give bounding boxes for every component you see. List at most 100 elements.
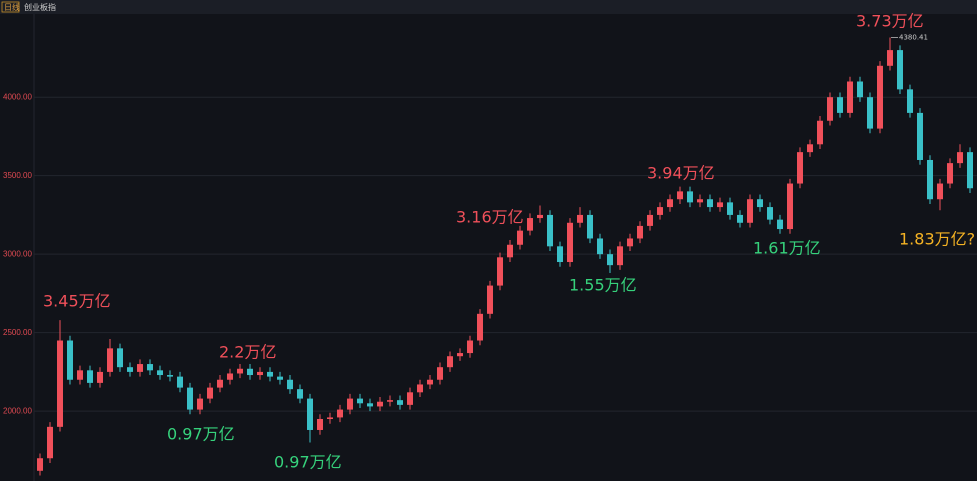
candle-body bbox=[727, 202, 733, 215]
candle-body bbox=[187, 387, 193, 410]
candle-body bbox=[787, 183, 793, 230]
candle-body bbox=[417, 384, 423, 393]
candle-body bbox=[617, 246, 623, 266]
volume-annotation: 0.97万亿 bbox=[274, 453, 342, 472]
volume-annotation: 0.97万亿 bbox=[167, 425, 235, 444]
candle-body bbox=[817, 120, 823, 145]
candle-body bbox=[717, 202, 723, 208]
volume-annotation: 1.83万亿? bbox=[899, 230, 975, 249]
candle-body bbox=[137, 364, 143, 372]
candle-body bbox=[527, 218, 533, 231]
candle-body bbox=[557, 246, 563, 263]
candle-body bbox=[967, 152, 973, 189]
candle-body bbox=[47, 426, 53, 459]
candle-body bbox=[57, 340, 63, 427]
candle-body bbox=[197, 398, 203, 410]
header-bar bbox=[0, 0, 977, 14]
candle-body bbox=[237, 368, 243, 374]
candle-body bbox=[117, 348, 123, 368]
candle-body bbox=[587, 214, 593, 239]
candle-body bbox=[297, 389, 303, 399]
candle-body bbox=[67, 340, 73, 380]
candle-body bbox=[757, 199, 763, 208]
candle-body bbox=[507, 244, 513, 258]
candle-body bbox=[517, 230, 523, 245]
candle-body bbox=[747, 199, 753, 223]
candle-body bbox=[807, 144, 813, 153]
candle-body bbox=[207, 387, 213, 399]
candle-body bbox=[307, 398, 313, 430]
candle-body bbox=[547, 214, 553, 247]
candle-body bbox=[37, 458, 43, 471]
volume-annotation: 2.2万亿 bbox=[219, 343, 276, 362]
candle-body bbox=[337, 409, 343, 418]
candle-body bbox=[957, 152, 963, 164]
candle-body bbox=[847, 81, 853, 113]
candle-body bbox=[657, 207, 663, 215]
candle-body bbox=[227, 373, 233, 380]
candle-body bbox=[437, 367, 443, 380]
candle-body bbox=[797, 152, 803, 184]
period-label: 日线 bbox=[4, 2, 20, 12]
volume-annotation: 3.94万亿 bbox=[647, 164, 715, 183]
candle-body bbox=[837, 97, 843, 113]
candle-body bbox=[737, 214, 743, 223]
volume-annotation: 1.55万亿 bbox=[569, 276, 637, 295]
candle-body bbox=[377, 401, 383, 407]
high-marker-label: 4380.41 bbox=[899, 33, 928, 41]
period-box bbox=[1, 1, 20, 13]
candle-body bbox=[487, 285, 493, 314]
candle-body bbox=[897, 50, 903, 90]
candle-body bbox=[247, 368, 253, 376]
candle-body bbox=[567, 222, 573, 263]
candle-body bbox=[927, 159, 933, 200]
candle-body bbox=[447, 356, 453, 368]
candle-body bbox=[497, 257, 503, 286]
candle-body bbox=[877, 65, 883, 129]
candle-body bbox=[397, 400, 403, 405]
candle-body bbox=[537, 214, 543, 219]
volume-annotation: 3.16万亿 bbox=[456, 208, 524, 227]
candle-body bbox=[167, 375, 173, 377]
candle-body bbox=[97, 371, 103, 383]
candle-body bbox=[147, 364, 153, 371]
candle-body bbox=[607, 254, 613, 266]
volume-annotation: 1.61万亿 bbox=[753, 239, 821, 258]
candle-body bbox=[887, 50, 893, 66]
y-tick-label: 3500.00 bbox=[3, 171, 32, 180]
candle-body bbox=[597, 238, 603, 255]
candle-body bbox=[177, 376, 183, 388]
candle-body bbox=[707, 199, 713, 208]
candle-body bbox=[357, 398, 363, 404]
candle-body bbox=[317, 418, 323, 430]
candle-body bbox=[647, 214, 653, 226]
candle-body bbox=[87, 370, 93, 383]
candle-body bbox=[827, 97, 833, 121]
candle-body bbox=[407, 392, 413, 405]
volume-annotation: 3.45万亿 bbox=[43, 292, 111, 311]
candle-body bbox=[687, 191, 693, 203]
candle-body bbox=[277, 376, 283, 380]
y-tick-label: 3000.00 bbox=[3, 249, 32, 258]
candle-body bbox=[857, 81, 863, 98]
candle-body bbox=[457, 353, 463, 357]
candle-body bbox=[217, 379, 223, 388]
y-tick-label: 4000.00 bbox=[3, 92, 32, 101]
candle-body bbox=[77, 370, 83, 380]
candle-body bbox=[667, 199, 673, 208]
candle-body bbox=[577, 214, 583, 223]
candle-body bbox=[937, 183, 943, 200]
candle-body bbox=[907, 89, 913, 113]
candle-body bbox=[157, 370, 163, 376]
candle-body bbox=[347, 398, 353, 410]
candle-body bbox=[427, 379, 433, 385]
candle-body bbox=[677, 191, 683, 200]
y-tick-label: 2500.00 bbox=[3, 328, 32, 337]
candle-body bbox=[257, 371, 263, 376]
candle-body bbox=[387, 400, 393, 402]
candle-body bbox=[637, 225, 643, 239]
candle-body bbox=[327, 417, 333, 419]
index-name: 创业板指 bbox=[24, 2, 56, 12]
y-tick-label: 2000.00 bbox=[3, 406, 32, 415]
